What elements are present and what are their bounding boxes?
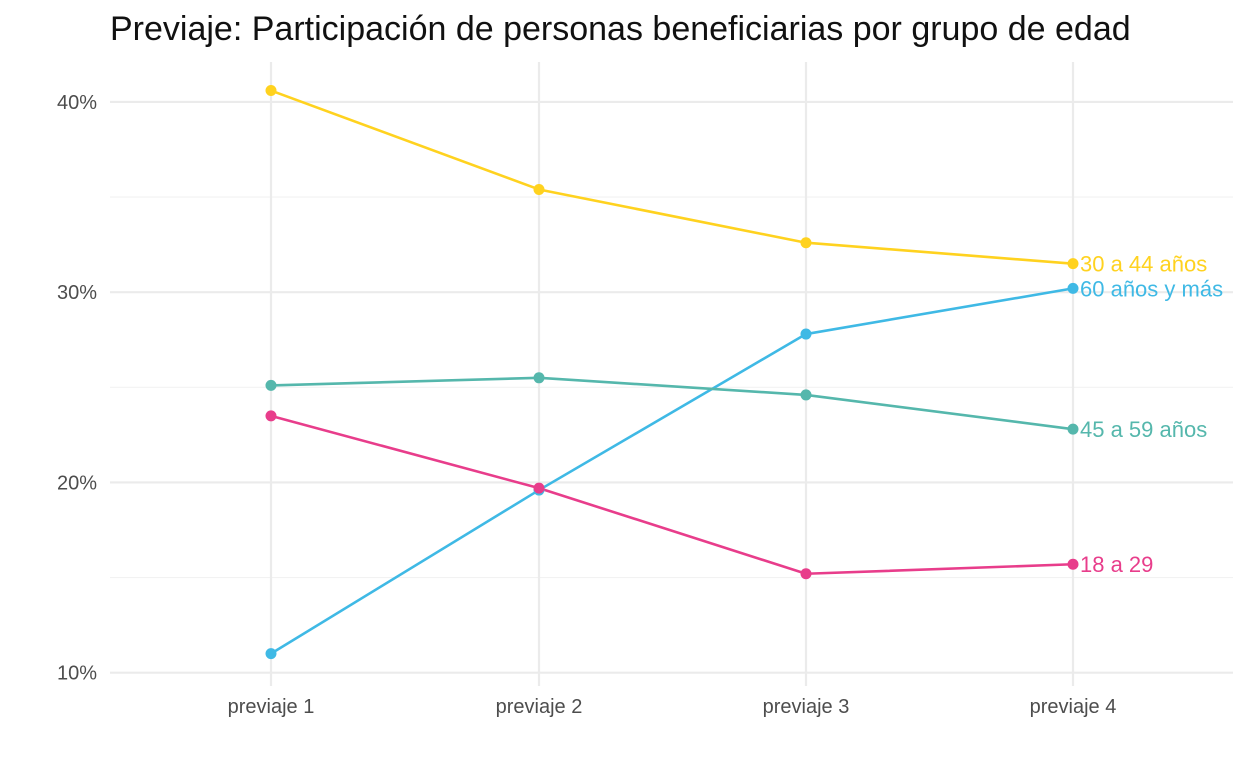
series-lines bbox=[270, 89, 1074, 655]
series-line bbox=[270, 414, 1074, 576]
data-point bbox=[800, 389, 812, 401]
data-point bbox=[800, 237, 812, 249]
data-point bbox=[265, 379, 277, 391]
data-point bbox=[1067, 423, 1079, 435]
y-tick-label: 40% bbox=[57, 92, 97, 114]
x-tick-label: previaje 2 bbox=[496, 696, 583, 718]
x-tick-label: previaje 3 bbox=[763, 696, 850, 718]
data-point bbox=[533, 372, 545, 384]
y-tick-label: 10% bbox=[57, 663, 97, 685]
major-gridlines bbox=[110, 62, 1233, 686]
data-point bbox=[265, 85, 277, 97]
series-end-label: 45 a 59 años bbox=[1080, 417, 1207, 442]
series-line bbox=[270, 89, 1074, 265]
y-axis: 10% 20% 30% 40% bbox=[57, 92, 97, 685]
y-tick-label: 30% bbox=[57, 282, 97, 304]
series-line bbox=[270, 287, 1074, 655]
data-point bbox=[800, 568, 812, 580]
series-points bbox=[265, 85, 1079, 660]
x-tick-label: previaje 1 bbox=[228, 696, 315, 718]
data-point bbox=[1067, 282, 1079, 294]
series-end-label: 18 a 29 bbox=[1080, 552, 1153, 577]
series-end-label: 60 años y más bbox=[1080, 276, 1223, 301]
x-tick-label: previaje 4 bbox=[1030, 696, 1117, 718]
x-axis: previaje 1 previaje 2 previaje 3 previaje 4 bbox=[228, 696, 1117, 718]
data-point bbox=[265, 410, 277, 422]
data-point bbox=[1067, 258, 1079, 270]
series-end-label: 30 a 44 años bbox=[1080, 252, 1207, 277]
y-tick-label: 20% bbox=[57, 472, 97, 494]
data-point bbox=[265, 648, 277, 660]
data-point bbox=[533, 183, 545, 195]
series-line bbox=[270, 376, 1074, 431]
data-point bbox=[533, 482, 545, 494]
data-point bbox=[1067, 558, 1079, 570]
data-point bbox=[800, 328, 812, 340]
chart-title: Previaje: Participación de personas bene… bbox=[110, 10, 1131, 48]
